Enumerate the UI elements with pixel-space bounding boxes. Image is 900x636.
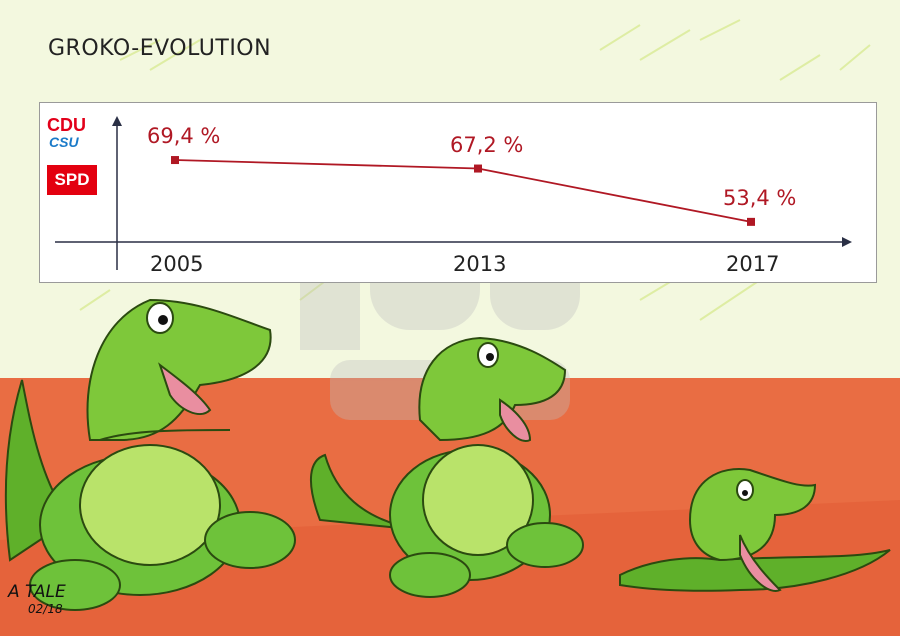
series-line bbox=[174, 159, 752, 223]
cdu-csu-logo: CDU CSU bbox=[47, 115, 103, 155]
crocodile-small-icon bbox=[619, 468, 891, 592]
data-point-2017 bbox=[747, 217, 755, 226]
page-title: GROKO-EVOLUTION bbox=[48, 36, 272, 61]
signature-name: A TALE bbox=[8, 582, 66, 602]
signature-date: 02/18 bbox=[28, 602, 63, 616]
csu-logo-text: CSU bbox=[49, 134, 79, 150]
crocodile-medium-icon bbox=[309, 336, 584, 598]
data-label-2017: 53,4 % bbox=[723, 185, 797, 210]
artist-signature: A TALE 02/18 bbox=[8, 584, 66, 618]
data-point-2005 bbox=[171, 156, 179, 165]
x-tick-label-2013: 2013 bbox=[453, 252, 507, 276]
x-tick-label-2005: 2005 bbox=[150, 252, 204, 276]
spd-logo: SPD bbox=[47, 165, 97, 195]
cdu-logo-text: CDU bbox=[47, 115, 86, 135]
data-label-2013: 67,2 % bbox=[450, 132, 524, 157]
data-label-2005: 69,4 % bbox=[147, 124, 221, 149]
x-axis-arrow-icon bbox=[842, 237, 852, 247]
crocodile-large-icon bbox=[4, 298, 296, 611]
chart-panel bbox=[39, 102, 877, 283]
y-axis-arrow-icon bbox=[112, 116, 122, 126]
x-tick-label-2017: 2017 bbox=[726, 252, 780, 276]
wall-sketch-texture bbox=[79, 19, 871, 321]
data-point-2013 bbox=[474, 164, 482, 173]
